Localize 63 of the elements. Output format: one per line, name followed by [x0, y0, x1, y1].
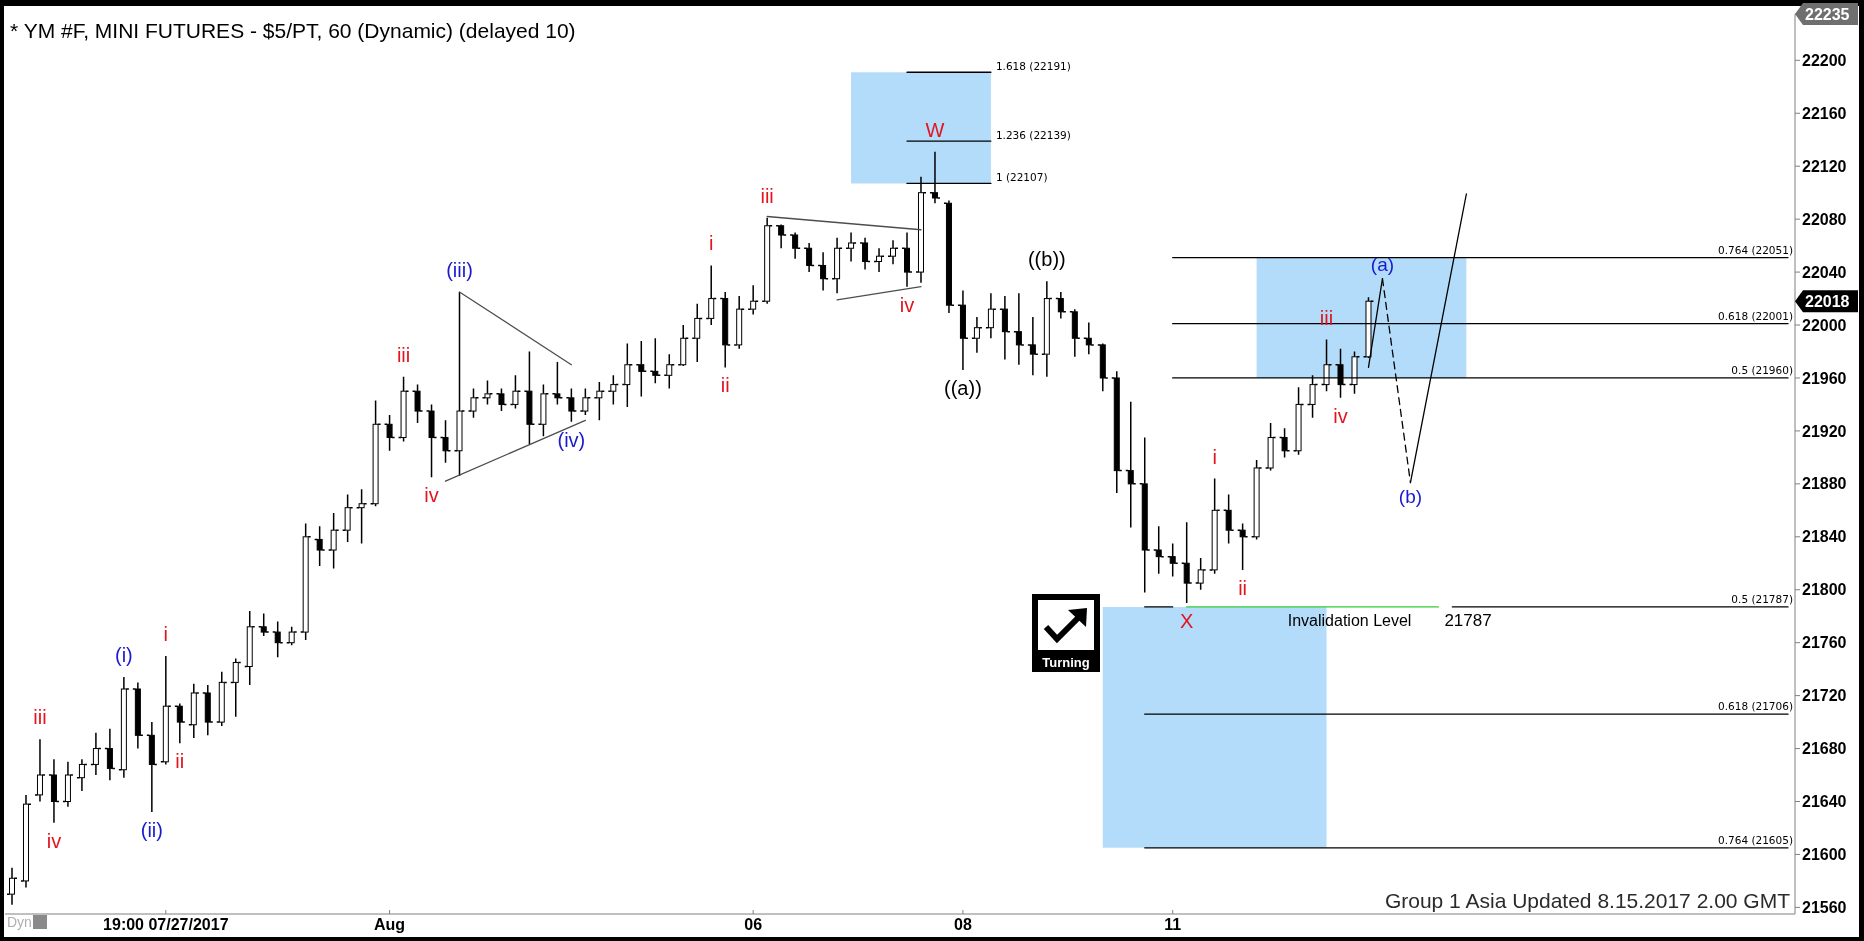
y-tick-label: 22235	[1805, 5, 1850, 23]
series-label: 1.236 (22139)	[995, 128, 1071, 141]
y-tick-label: 21560	[1802, 898, 1847, 916]
chart-title: * YM #F, MINI FUTURES - $5/PT, 60 (Dynamic) (delayed 10)	[10, 19, 576, 43]
annotation: W	[925, 118, 945, 141]
annotation: iii	[33, 706, 47, 729]
annotation: X	[1180, 609, 1194, 632]
annotation: iv	[424, 484, 439, 507]
x-tick-label: 19:00 07/27/2017	[103, 915, 229, 933]
annotation: (b)	[1398, 486, 1423, 508]
x-tick-label: 08	[954, 915, 972, 933]
series-label: 0.764 (22051)	[1718, 243, 1794, 256]
y-tick-label: 21680	[1802, 740, 1847, 758]
annotation: (iv)	[557, 428, 586, 451]
annotation: iii	[396, 343, 411, 366]
annotation: iii	[760, 184, 774, 207]
annotation: (iii)	[446, 258, 473, 281]
annotation: Turning	[1042, 654, 1090, 670]
y-tick-label: 21720	[1802, 687, 1847, 705]
y-tick-label: 22040	[1802, 263, 1847, 281]
annotation: (a)	[1370, 254, 1395, 276]
y-tick-label: 22200	[1802, 51, 1847, 69]
series-label: 0.5 (21960)	[1731, 363, 1794, 376]
annotation: Group 1 Asia Updated 8.15.2017 2.00 GMT	[1384, 889, 1791, 913]
x-tick-label: 06	[744, 915, 763, 933]
x-tick-label: 11	[1164, 915, 1182, 933]
annotation: ((a))	[944, 377, 982, 400]
y-tick-label: 22080	[1802, 210, 1847, 228]
series-label: 0.618 (21706)	[1718, 700, 1794, 713]
y-tick-label: 21920	[1802, 422, 1847, 440]
series-label: 1 (22107)	[995, 171, 1048, 184]
series-label: 0.764 (21605)	[1718, 833, 1794, 846]
y-tick-label: 22000	[1802, 316, 1847, 334]
annotation: iii	[1319, 306, 1334, 329]
annotation: i	[1212, 445, 1217, 468]
annotation: iv	[899, 293, 915, 316]
x-tick-label: Aug	[374, 915, 406, 933]
y-tick-label: 21960	[1802, 369, 1847, 387]
annotation: iv	[46, 829, 62, 852]
annotation: ii	[175, 750, 185, 773]
y-tick-label: 21880	[1802, 475, 1847, 493]
data-label: 21787	[1444, 610, 1492, 630]
annotation: (i)	[114, 644, 133, 667]
y-tick-label: 21840	[1802, 528, 1847, 546]
y-tick-label: 22120	[1802, 157, 1847, 175]
y-tick-label: 22018	[1805, 292, 1850, 310]
annotation: iv	[1333, 404, 1348, 427]
series-label: Invalidation Level	[1287, 611, 1412, 629]
y-tick-label: 21600	[1802, 846, 1847, 864]
annotation: (ii)	[140, 819, 163, 842]
annotation: Dyn	[7, 913, 32, 930]
y-tick-label: 21640	[1802, 793, 1847, 811]
y-tick-label: 21760	[1802, 634, 1847, 652]
annotation: ii	[1238, 576, 1248, 599]
series-label: 0.5 (21787)	[1731, 592, 1794, 605]
annotation: i	[163, 622, 169, 645]
annotation: i	[708, 232, 714, 255]
annotation: ((b))	[1027, 248, 1066, 271]
annotation: ii	[720, 374, 730, 397]
series-label: 1.618 (22191)	[995, 59, 1071, 72]
y-tick-label: 22160	[1802, 104, 1847, 122]
y-tick-label: 21800	[1802, 581, 1847, 599]
series-label: 0.618 (22001)	[1718, 309, 1794, 322]
